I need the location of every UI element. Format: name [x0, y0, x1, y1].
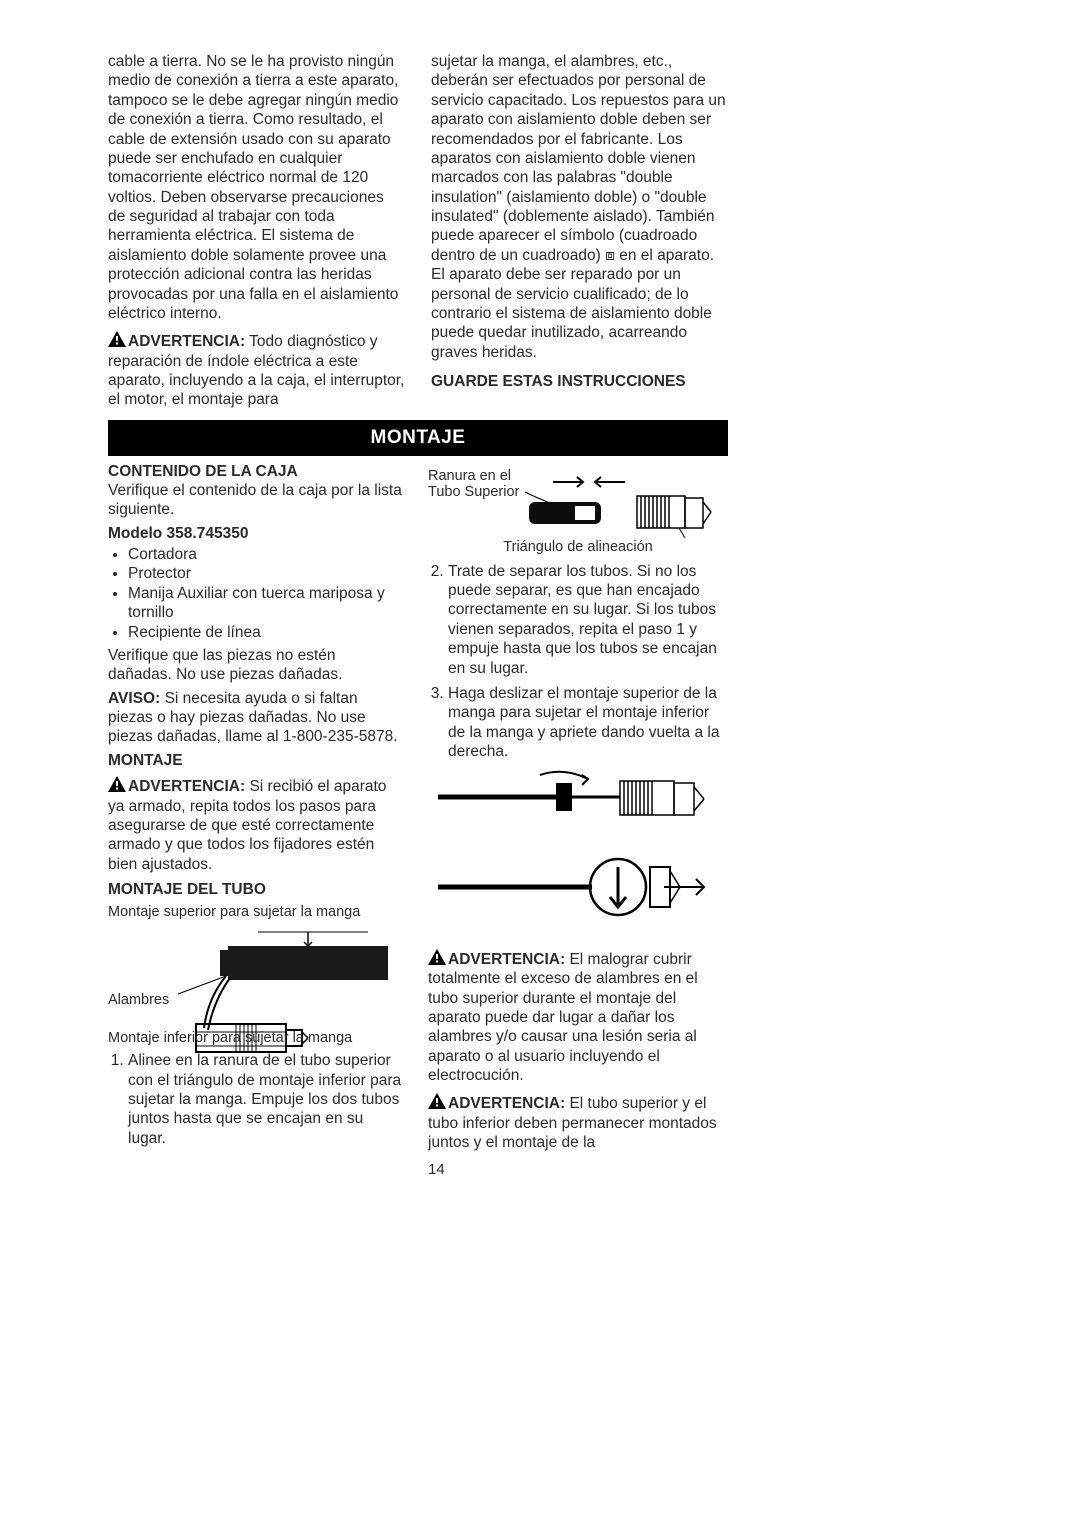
figure-slide-tighten — [428, 767, 728, 942]
top-right-paragraph: sujetar la manga, el alambres, etc., deb… — [431, 52, 728, 362]
top-columns: cable a tierra. No se le ha provisto nin… — [108, 52, 728, 410]
warning-icon — [108, 331, 126, 347]
warning-icon — [428, 949, 446, 965]
warning-label: ADVERTENCIA: — [128, 778, 245, 795]
verifique-text: Verifique el contenido de la caja por la… — [108, 481, 402, 520]
top-left-paragraph: cable a tierra. No se le ha provisto nin… — [108, 52, 405, 323]
warning-icon — [428, 1093, 446, 1109]
warning-label: ADVERTENCIA: — [128, 333, 245, 350]
montaje-tubo-heading: MONTAJE DEL TUBO — [108, 880, 402, 899]
aviso-block: AVISO: Si necesita ayuda o si faltan pie… — [108, 689, 402, 747]
save-instructions: GUARDE ESTAS INSTRUCCIONES — [431, 372, 728, 391]
montaje-warning1: ADVERTENCIA: Si recibió el aparato ya ar… — [108, 776, 402, 874]
montaje-columns: CONTENIDO DE LA CAJA Verifique el conten… — [108, 462, 728, 1180]
montaje-warning2: ADVERTENCIA: El malograr cubrir totalmen… — [428, 949, 728, 1086]
modelo-heading: Modelo 358.745350 — [108, 524, 402, 543]
montaje-warning3: ADVERTENCIA: El tubo superior y el tubo … — [428, 1093, 728, 1152]
top-left-column: cable a tierra. No se le ha provisto nin… — [108, 52, 405, 410]
list-item: Cortadora — [128, 545, 402, 564]
top-left-warning: ADVERTENCIA: Todo diagnóstico y reparaci… — [108, 331, 405, 410]
fig2-caption: Triángulo de alineación — [428, 538, 728, 556]
steps-list-left: Alinee en la ranura de el tubo superior … — [108, 1051, 402, 1148]
section-title-bar: MONTAJE — [108, 420, 728, 456]
parts-list: Cortadora Protector Manija Auxiliar con … — [110, 545, 402, 642]
manual-page: cable a tierra. No se le ha provisto nin… — [108, 52, 728, 1179]
warning-text: El malograr cubrir totalmente el exceso … — [428, 951, 698, 1084]
step-item: Alinee en la ranura de el tubo superior … — [128, 1051, 402, 1148]
fig1-alambres-caption: Alambres — [108, 991, 402, 1009]
list-item: Recipiente de línea — [128, 623, 402, 642]
page-number: 14 — [428, 1161, 728, 1180]
steps-list-right: Trate de separar los tubos. Si no los pu… — [428, 562, 728, 762]
list-item: Protector — [128, 564, 402, 583]
aviso-label: AVISO: — [108, 690, 160, 707]
step-item: Trate de separar los tubos. Si no los pu… — [448, 562, 728, 678]
warning-icon — [108, 776, 126, 792]
warning-label: ADVERTENCIA: — [448, 1095, 565, 1112]
figure-slot-alignment: Ranura en el Tubo Superior — [428, 468, 728, 556]
fig2-label-line1: Ranura en el — [428, 468, 519, 485]
verifique2-text: Verifique que las piezas no estén dañada… — [108, 646, 402, 685]
top-right-column: sujetar la manga, el alambres, etc., deb… — [431, 52, 728, 410]
list-item: Manija Auxiliar con tuerca mariposa y to… — [128, 584, 402, 623]
fig1-top-caption: Montaje superior para sujetar la manga — [108, 903, 402, 921]
warning-label: ADVERTENCIA: — [448, 951, 565, 968]
step-item: Haga deslizar el montaje superior de la … — [448, 684, 728, 762]
fig2-label-line2: Tubo Superior — [428, 484, 519, 501]
contenido-heading: CONTENIDO DE LA CAJA — [108, 462, 402, 481]
montaje-left-column: CONTENIDO DE LA CAJA Verifique el conten… — [108, 462, 402, 1180]
montaje-subheading: MONTAJE — [108, 751, 402, 770]
montaje-right-column: Ranura en el Tubo Superior — [428, 462, 728, 1180]
